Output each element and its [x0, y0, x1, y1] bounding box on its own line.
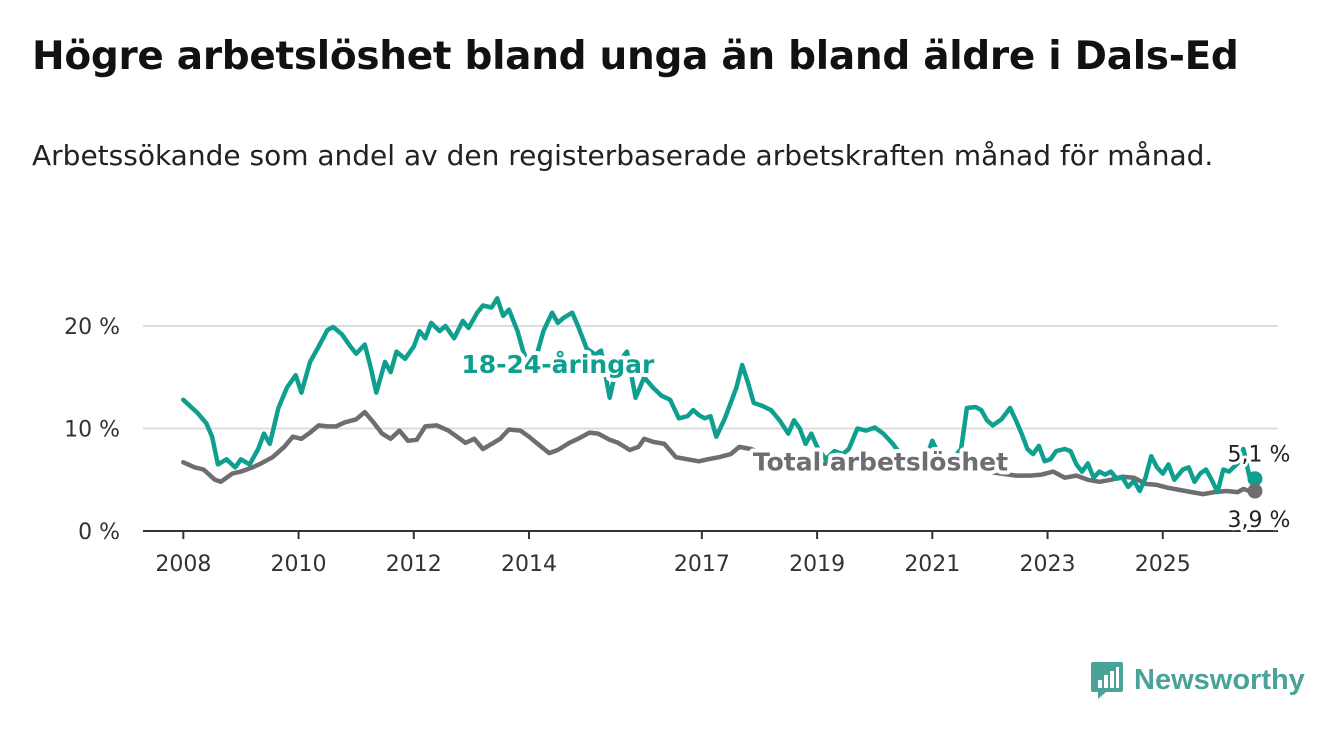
end-dot-youth: [1247, 471, 1263, 487]
grid-lines: [143, 325, 1278, 430]
brand-name: Newsworthy: [1134, 663, 1305, 696]
end-label-total: 3,9 %: [1228, 508, 1291, 533]
end-label-youth: 5,1 %: [1228, 443, 1291, 468]
end-label-halo: 5,1 %: [1228, 443, 1291, 468]
y-tick-label: 20 %: [64, 315, 120, 340]
series-name-youth: 18-24-åringar: [461, 350, 655, 379]
series-lines: [181, 296, 1258, 497]
y-tick-label: 10 %: [64, 418, 120, 443]
end-label-halo: 3,9 %: [1228, 508, 1291, 533]
newsworthy-logo[interactable]: Newsworthy: [1090, 660, 1305, 700]
axes: 0 % 10 % 20 % 2008 2010 2012 2014 2017 2019 2021 2…: [64, 315, 1278, 577]
x-tick-label: 2012: [386, 552, 442, 577]
x-tick-label: 2017: [674, 552, 730, 577]
x-tick-label: 2008: [155, 552, 211, 577]
end-dot-total: [1247, 483, 1263, 499]
y-tick-label: 0 %: [78, 520, 120, 545]
series-name-total: Total arbetslöshet: [753, 448, 1008, 477]
x-tick-label: 2014: [501, 552, 557, 577]
x-tick-label: 2021: [904, 552, 960, 577]
x-tick-label: 2010: [271, 552, 327, 577]
series-name-total-halo: Total arbetslöshet: [753, 448, 1008, 477]
chart-subtitle: Arbetssökande som andel av den registerb…: [32, 139, 1214, 172]
page-title: Högre arbetslöshet bland unga än bland ä…: [32, 34, 1239, 79]
series-name-youth-halo: 18-24-åringar: [461, 350, 655, 379]
series-line-total: [181, 409, 1258, 497]
newsworthy-logo-icon: [1091, 662, 1123, 699]
x-tick-label: 2025: [1135, 552, 1191, 577]
x-tick-label: 2019: [789, 552, 845, 577]
x-tick-label: 2023: [1020, 552, 1076, 577]
series-line-youth: [181, 296, 1258, 495]
